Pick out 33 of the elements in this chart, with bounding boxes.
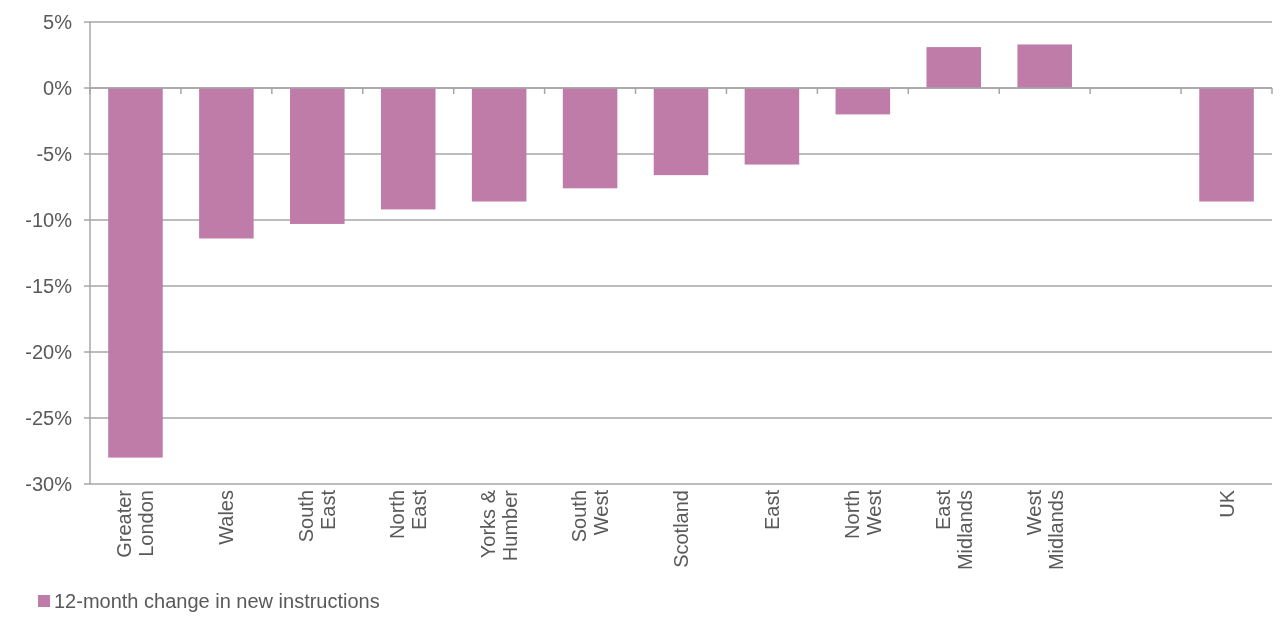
bar [744,88,800,165]
x-tick-label: Scotland [670,490,692,568]
x-tick-label: Yorks & Humber [477,489,522,562]
x-tick-label: East Midlands [931,489,976,571]
bar [199,88,254,239]
y-tick-label: -5% [36,143,73,165]
bar [653,88,709,176]
y-tick-label: -30% [25,473,73,495]
bar [290,88,345,224]
legend-label: 12-month change in new instructions [54,590,380,612]
bar [1017,44,1072,88]
x-tick-label: South East [295,489,340,543]
bar [471,88,527,202]
y-tick-label: -10% [25,209,73,231]
x-tick-label: North East [386,489,431,539]
y-tick-label: -25% [25,407,73,429]
bar [1199,88,1254,202]
x-tick-label: North West [840,489,885,539]
x-tick-label: UK [1215,489,1238,518]
x-tick-label: Wales [215,490,238,545]
bar [380,88,436,210]
bar [562,88,618,189]
bar [835,88,891,115]
x-tick-label: South West [568,489,613,543]
y-tick-label: -15% [25,275,73,297]
bar [108,88,163,458]
y-tick-label: -20% [25,341,73,363]
x-tick-label: West Midlands [1022,489,1067,571]
y-tick-label: 5% [43,11,73,33]
y-tick-label: 0% [43,77,73,99]
x-tick-label: East [760,489,783,531]
x-tick-label: Greater London [113,489,158,558]
bar [926,47,982,88]
